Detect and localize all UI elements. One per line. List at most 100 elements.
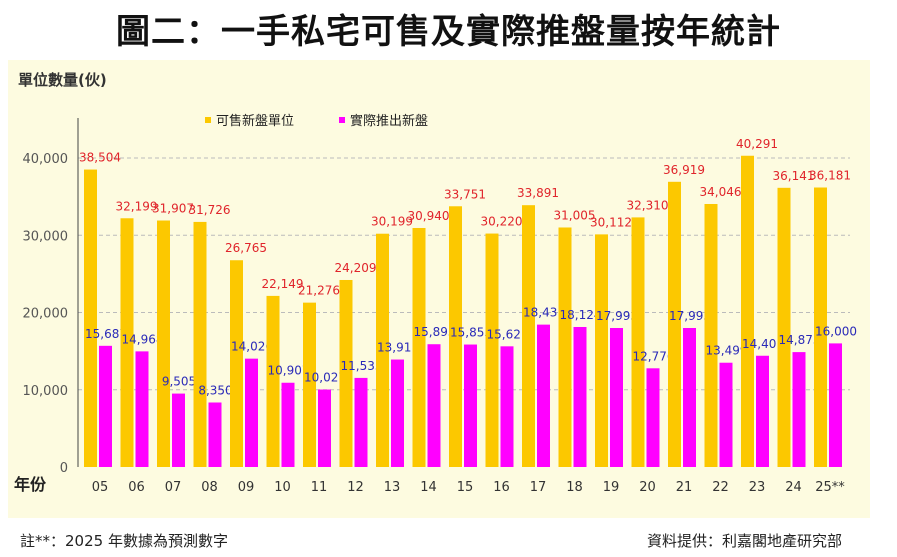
bar-launched <box>756 355 769 467</box>
data-label-launched: 15,687 <box>85 327 127 341</box>
data-label-available: 36,919 <box>663 163 705 177</box>
data-label-launched: 14,873 <box>779 333 821 347</box>
x-tick-label: 12 <box>347 480 364 495</box>
data-label-available: 40,291 <box>736 137 778 151</box>
bar-available <box>120 218 134 467</box>
bar-launched <box>99 345 112 467</box>
data-label-launched: 18,124 <box>560 308 602 322</box>
data-label-available: 30,220 <box>481 215 523 229</box>
data-label-launched: 15,853 <box>450 326 492 340</box>
data-label-available: 30,940 <box>408 209 450 223</box>
x-tick-label: 22 <box>712 480 729 495</box>
x-tick-label: 24 <box>785 480 802 495</box>
x-tick-label: 21 <box>676 480 693 495</box>
bar-launched <box>610 328 623 467</box>
x-tick-label: 05 <box>92 480 109 495</box>
data-label-available: 33,751 <box>444 187 486 201</box>
bar-available <box>339 279 353 467</box>
x-tick-label: 13 <box>384 480 401 495</box>
bar-launched <box>427 344 441 467</box>
y-tick-label: 40,000 <box>23 152 69 167</box>
bar-launched <box>500 346 514 467</box>
data-label-available: 30,199 <box>371 215 413 229</box>
x-tick-label: 25** <box>815 480 845 495</box>
bar-launched <box>391 359 404 467</box>
x-tick-label: 16 <box>493 480 510 495</box>
x-tick-label: 09 <box>238 480 255 495</box>
data-label-launched: 18,431 <box>523 306 565 320</box>
x-tick-label: 18 <box>566 480 583 495</box>
data-label-available: 32,199 <box>116 199 158 213</box>
x-tick-label: 06 <box>128 480 145 495</box>
data-label-launched: 15,893 <box>414 325 456 339</box>
bar-available <box>376 233 389 467</box>
bar-launched <box>245 358 258 467</box>
bar-available <box>777 187 791 467</box>
bar-launched <box>208 402 222 467</box>
data-label-launched: 13,499 <box>706 344 748 358</box>
bar-available <box>485 233 499 467</box>
bar-available <box>193 221 207 467</box>
x-tick-label: 07 <box>165 480 182 495</box>
data-label-available: 31,726 <box>189 203 231 217</box>
bar-available <box>668 181 681 467</box>
bar-launched <box>537 324 550 467</box>
bar-available <box>157 220 170 467</box>
x-tick-label: 14 <box>420 480 437 495</box>
x-tick-label: 17 <box>530 480 547 495</box>
data-label-available: 36,141 <box>773 169 815 183</box>
bar-launched <box>318 389 331 467</box>
bar-launched <box>464 344 477 467</box>
y-tick-label: 10,000 <box>23 384 69 399</box>
bar-available <box>814 187 827 467</box>
data-label-launched: 10,907 <box>268 364 310 378</box>
data-label-launched: 11,533 <box>341 359 383 373</box>
x-tick-label: 23 <box>749 480 766 495</box>
source-credit: 資料提供：利嘉閣地產研究部 <box>646 532 842 550</box>
y-tick-label: 20,000 <box>23 307 69 322</box>
data-label-available: 32,310 <box>627 198 669 212</box>
y-tick-label: 0 <box>60 461 68 476</box>
x-tick-label: 08 <box>201 480 218 495</box>
data-label-launched: 9,505 <box>162 375 196 389</box>
data-label-available: 38,504 <box>79 151 121 165</box>
bar-available <box>595 234 608 467</box>
bar-available <box>558 227 572 467</box>
x-tick-label: 11 <box>311 480 328 495</box>
data-label-available: 21,276 <box>298 284 340 298</box>
bar-launched <box>172 393 185 467</box>
x-axis-label: 年份 <box>14 475 47 494</box>
x-tick-label: 20 <box>639 480 656 495</box>
bar-available <box>266 295 280 467</box>
legend-swatch-launched <box>339 117 345 123</box>
bar-launched <box>792 352 806 467</box>
data-label-available: 33,891 <box>517 186 559 200</box>
x-tick-label: 15 <box>457 480 474 495</box>
data-label-launched: 15,621 <box>487 327 529 341</box>
bar-launched <box>573 326 587 467</box>
bar-available <box>631 217 645 467</box>
bar-available <box>741 155 754 468</box>
data-label-launched: 17,993 <box>596 309 638 323</box>
legend-swatch-available <box>205 117 211 123</box>
bar-launched <box>135 351 149 467</box>
bar-launched <box>646 368 660 467</box>
data-label-available: 22,149 <box>262 277 304 291</box>
data-label-launched: 14,026 <box>231 340 273 354</box>
x-tick-label: 10 <box>274 480 291 495</box>
y-tick-label: 30,000 <box>23 229 69 244</box>
legend-label-available: 可售新盤單位 <box>216 113 294 129</box>
data-label-launched: 8,350 <box>198 383 232 397</box>
data-label-available: 34,046 <box>700 185 742 199</box>
footnote: 註**：2025 年數據為預測數字 <box>20 532 228 550</box>
data-label-launched: 13,911 <box>377 341 419 355</box>
data-label-launched: 17,993 <box>669 309 711 323</box>
bar-available <box>704 203 718 468</box>
data-label-available: 26,765 <box>225 241 267 255</box>
bar-launched <box>719 362 733 467</box>
bar-launched <box>683 328 696 467</box>
bar-launched <box>354 377 368 467</box>
bar-available <box>522 205 535 468</box>
data-label-launched: 16,000 <box>815 324 857 338</box>
